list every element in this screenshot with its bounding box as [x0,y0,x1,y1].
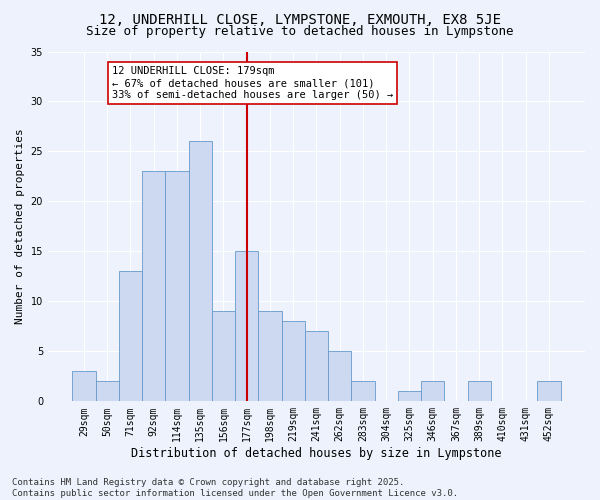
Text: Contains HM Land Registry data © Crown copyright and database right 2025.
Contai: Contains HM Land Registry data © Crown c… [12,478,458,498]
X-axis label: Distribution of detached houses by size in Lympstone: Distribution of detached houses by size … [131,447,502,460]
Bar [328,352,352,402]
Bar [95,382,119,402]
Bar [538,382,560,402]
Bar [398,392,421,402]
Bar [166,172,188,402]
Bar [188,142,212,402]
Text: Size of property relative to detached houses in Lympstone: Size of property relative to detached ho… [86,25,514,38]
Bar [119,272,142,402]
Bar [352,382,374,402]
Bar [467,382,491,402]
Bar [235,252,259,402]
Bar [73,372,95,402]
Text: 12 UNDERHILL CLOSE: 179sqm
← 67% of detached houses are smaller (101)
33% of sem: 12 UNDERHILL CLOSE: 179sqm ← 67% of deta… [112,66,393,100]
Bar [281,322,305,402]
Bar [212,312,235,402]
Text: 12, UNDERHILL CLOSE, LYMPSTONE, EXMOUTH, EX8 5JE: 12, UNDERHILL CLOSE, LYMPSTONE, EXMOUTH,… [99,12,501,26]
Bar [421,382,445,402]
Bar [305,332,328,402]
Bar [142,172,166,402]
Y-axis label: Number of detached properties: Number of detached properties [15,128,25,324]
Bar [259,312,281,402]
